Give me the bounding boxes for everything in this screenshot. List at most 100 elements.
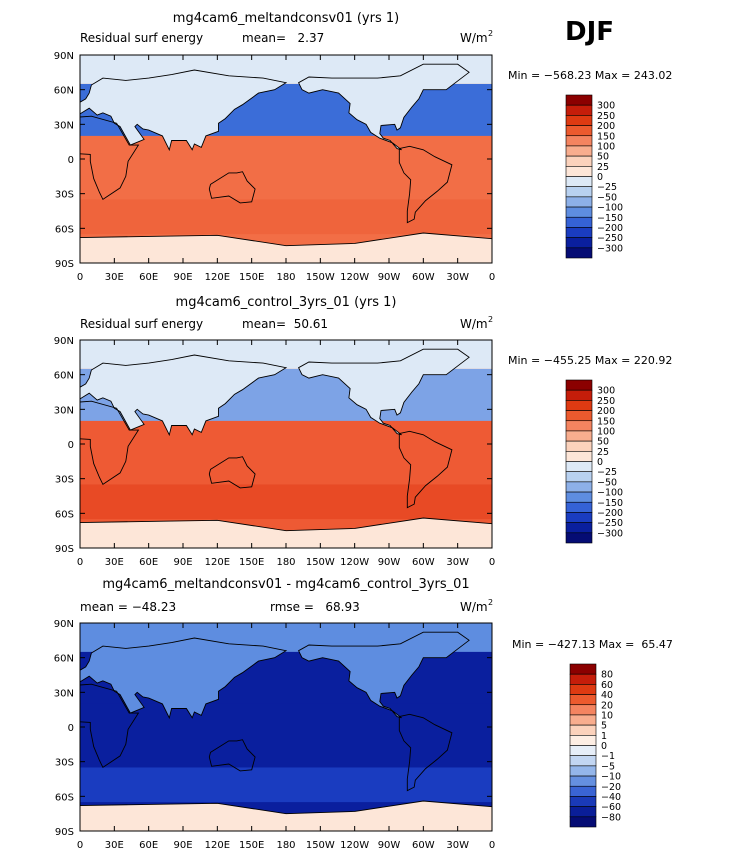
colorbar-swatch (569, 724, 597, 736)
x-tick-label: 90W (378, 840, 401, 851)
colorbar-swatch (565, 206, 593, 218)
x-tick-label: 120E (205, 557, 230, 568)
colorbar-label: −10 (601, 772, 621, 783)
field-land-namerica (298, 64, 470, 150)
coastline-namerica (298, 63, 470, 151)
coastline-africa (80, 115, 140, 201)
colorbar-label: 0 (597, 172, 603, 183)
x-tick-label: 60W (412, 840, 435, 851)
colorbar-label: −100 (597, 203, 623, 214)
colorbar-swatch (565, 451, 593, 462)
colorbar-swatch (569, 755, 597, 767)
colorbar-swatch (565, 420, 593, 432)
coastline-antarctica (80, 517, 492, 532)
x-tick-label: 30E (105, 272, 124, 283)
field-antarctica (80, 233, 492, 263)
colorbar-swatch (565, 135, 593, 147)
coastline-australia (208, 171, 256, 204)
colorbar-label: −300 (597, 243, 623, 254)
y-tick-label: 30S (55, 190, 74, 201)
colorbar-label: 20 (601, 700, 613, 711)
panel-units-label: W/m (460, 600, 488, 614)
colorbar-label: −100 (597, 488, 623, 499)
x-tick-label: 0 (77, 272, 83, 283)
colorbar-label: −250 (597, 518, 623, 529)
x-tick-label: 0 (489, 840, 495, 851)
panel-stats: Min = −427.13 Max = 65.47 (512, 638, 673, 651)
colorbar-swatch (565, 389, 593, 401)
colorbar-label: 0 (601, 741, 607, 752)
x-tick-label: 90E (173, 557, 192, 568)
colorbar-swatch (569, 694, 597, 706)
colorbar-label: −20 (601, 782, 621, 793)
colorbar-label: 200 (597, 406, 615, 417)
colorbar-label: 100 (597, 141, 615, 152)
y-tick-label: 90N (54, 51, 74, 62)
map-field (80, 623, 492, 831)
field-southern-ocean (80, 199, 492, 235)
x-tick-label: 120W (340, 272, 369, 283)
colorbar-swatch (565, 522, 593, 534)
field-southern-ocean (80, 767, 492, 803)
colorbar-swatch (565, 115, 593, 126)
colorbar-label: 1 (601, 731, 607, 742)
colorbar-swatch (565, 145, 593, 157)
y-tick-label: 60N (54, 86, 74, 97)
colorbar-label: 0 (597, 457, 603, 468)
y-tick-label: 0 (68, 723, 74, 734)
field-land-namerica (298, 632, 470, 718)
x-tick-label: 60E (139, 840, 158, 851)
x-tick-label: 180 (276, 840, 295, 851)
colorbar-swatch (565, 166, 593, 177)
colorbar-swatch (565, 237, 593, 249)
colorbar-swatch (565, 379, 593, 391)
field-antarctica (80, 518, 492, 548)
colorbar-label: −25 (597, 182, 617, 193)
panel-title: mg4cam6_meltandconsv01 - mg4cam6_control… (102, 577, 469, 592)
x-tick-label: 90W (378, 272, 401, 283)
colorbar-swatch (569, 673, 597, 685)
colorbar-label: −40 (601, 792, 621, 803)
colorbar-label: 80 (601, 670, 613, 681)
field-land-eurasia (80, 70, 286, 150)
coastline-australia (208, 456, 256, 489)
x-tick-label: 180 (276, 557, 295, 568)
x-tick-label: 90W (378, 557, 401, 568)
colorbar-label: 5 (601, 721, 607, 732)
colorbar-swatch (565, 227, 593, 238)
y-tick-label: 30S (55, 475, 74, 486)
colorbar-label: −300 (597, 528, 623, 539)
x-tick-label: 0 (489, 272, 495, 283)
colorbar-label: −200 (597, 223, 623, 234)
colorbar-swatch (565, 471, 593, 483)
colorbar-swatch (565, 104, 593, 116)
coastline-samerica (398, 713, 453, 792)
y-tick-label: 60S (55, 509, 74, 520)
y-tick-label: 0 (68, 155, 74, 166)
colorbar-swatch (565, 461, 593, 472)
colorbar-swatch (569, 785, 597, 797)
colorbar-swatch (565, 94, 593, 106)
x-tick-label: 30W (446, 272, 469, 283)
colorbar-label: 300 (597, 386, 615, 397)
x-tick-label: 60E (139, 557, 158, 568)
colorbar-label: −80 (601, 812, 621, 823)
coastline-samerica (398, 430, 453, 509)
colorbar-swatch (569, 765, 597, 777)
colorbar-swatch (569, 714, 597, 726)
y-tick-label: 60N (54, 654, 74, 665)
colorbar-label: −60 (601, 802, 621, 813)
colorbar-swatch (565, 440, 593, 452)
colorbar-label: −250 (597, 233, 623, 244)
colorbar-swatch (569, 735, 597, 746)
colorbar-label: 150 (597, 131, 615, 142)
panel-units-exponent: 2 (488, 29, 493, 38)
x-tick-label: 0 (77, 557, 83, 568)
colorbar-swatch (565, 512, 593, 523)
panel-units-exponent: 2 (488, 598, 493, 607)
panel-stats: Min = −455.25 Max = 220.92 (508, 354, 672, 367)
colorbar-swatch (565, 400, 593, 411)
colorbar-label: 50 (597, 437, 609, 448)
colorbar-swatch (569, 796, 597, 807)
